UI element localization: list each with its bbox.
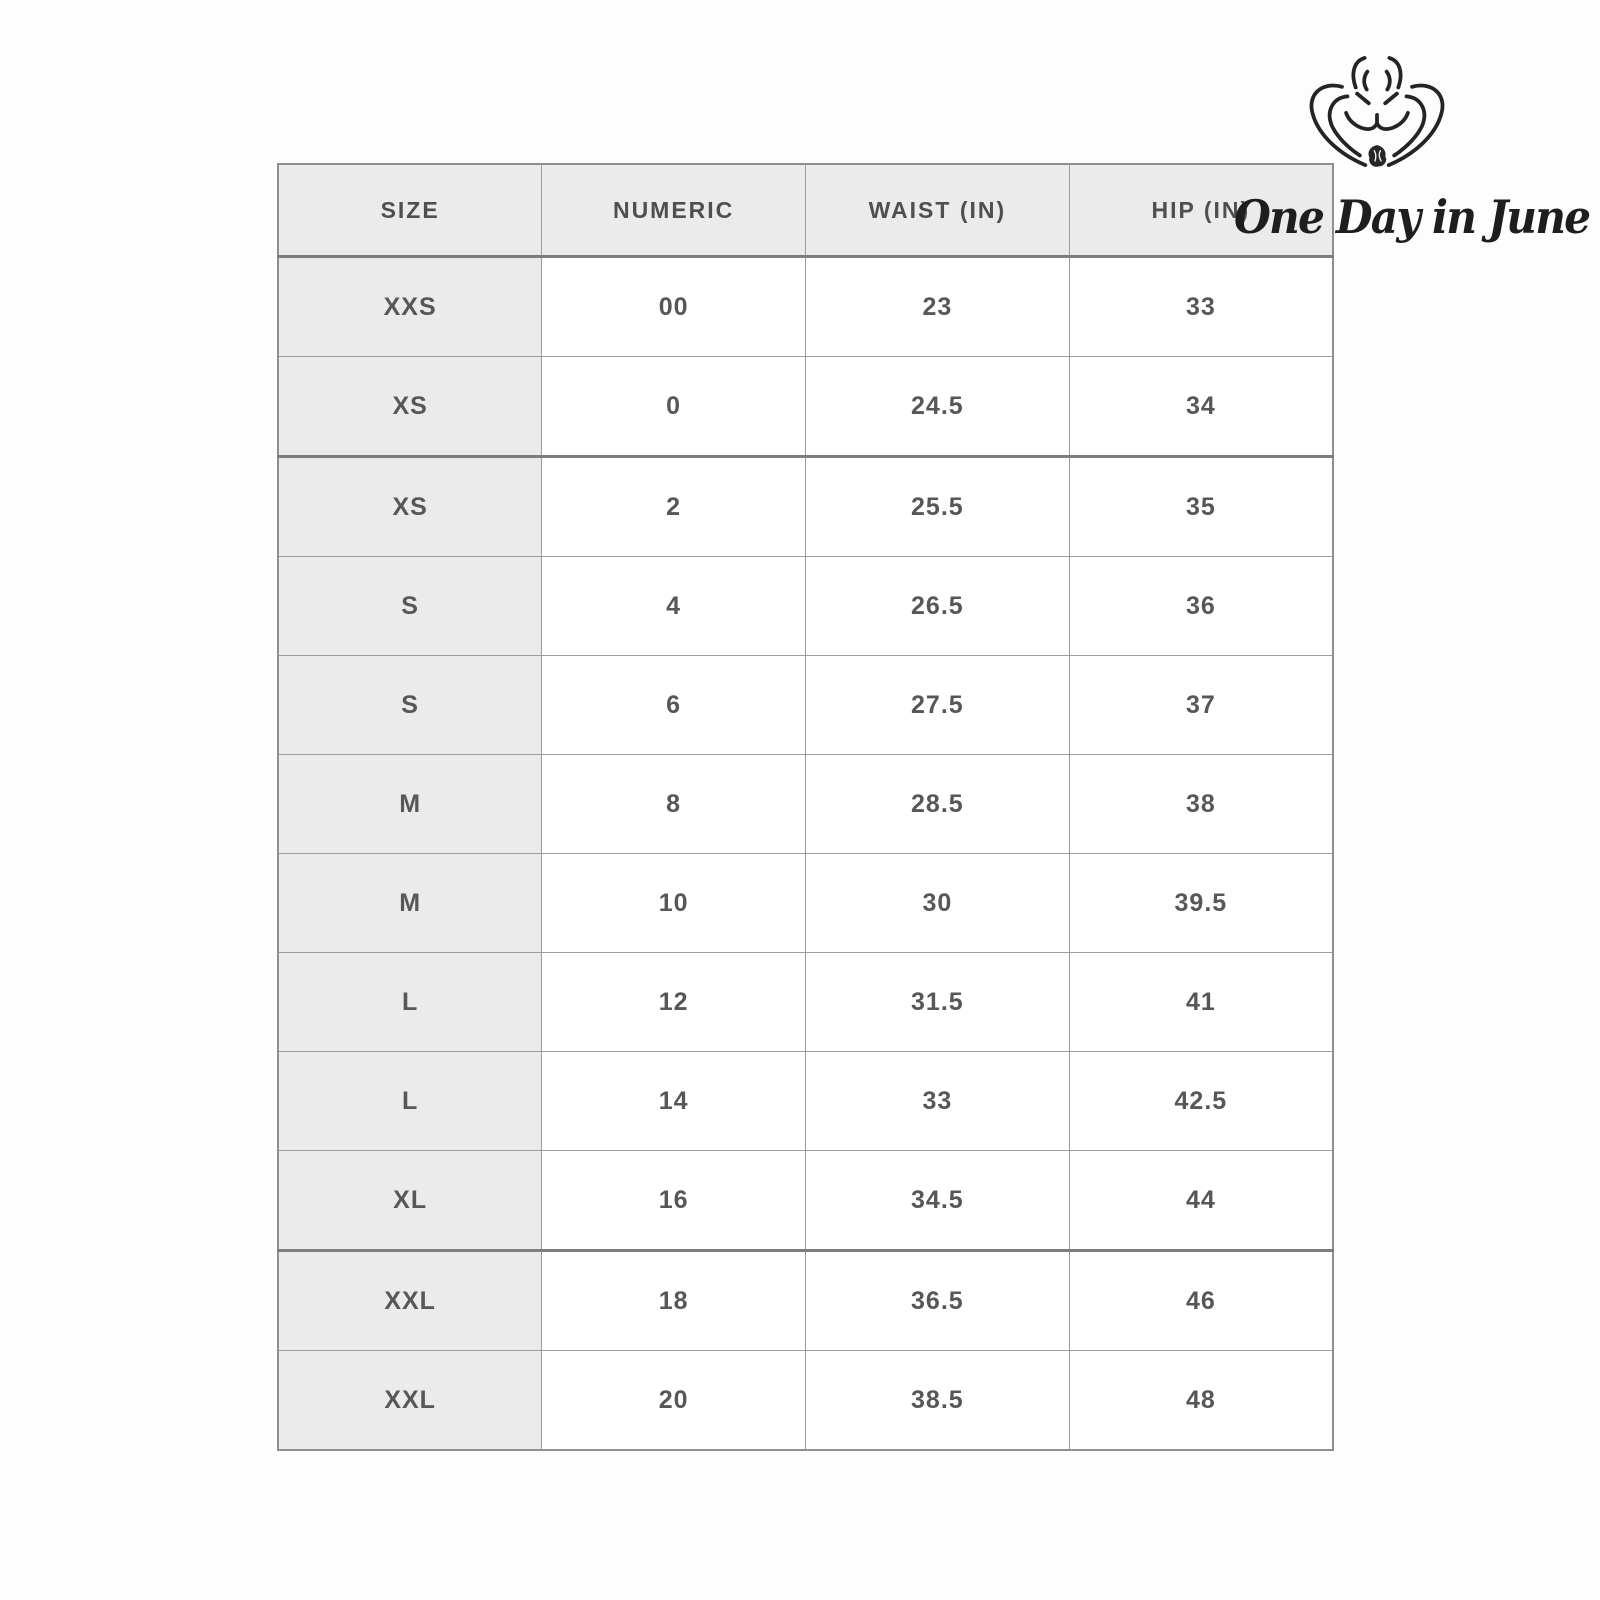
cell-hip: 42.5: [1068, 1051, 1334, 1151]
table-row: XL 16 34.5 44: [277, 1150, 1334, 1252]
cell-numeric: 12: [541, 952, 806, 1052]
cell-size: S: [277, 655, 543, 755]
cell-size: XXL: [277, 1250, 543, 1351]
table-row: XS 0 24.5 34: [277, 356, 1334, 458]
cell-numeric: 0: [541, 356, 806, 458]
table-row: XS 2 25.5 35: [277, 456, 1334, 557]
table-row: M 8 28.5 38: [277, 754, 1334, 854]
table-row: XXL 20 38.5 48: [277, 1350, 1334, 1451]
cell-hip: 35: [1068, 456, 1334, 557]
cell-size: L: [277, 952, 543, 1052]
size-chart-table: SIZE NUMERIC WAIST (IN) HIP (IN) XXS 00 …: [277, 163, 1334, 1451]
cell-size: M: [277, 853, 543, 953]
cell-hip: 38: [1068, 754, 1334, 854]
cell-waist: 27.5: [805, 655, 1070, 755]
cell-numeric: 00: [541, 256, 806, 357]
cell-waist: 23: [805, 256, 1070, 357]
cell-size: XL: [277, 1150, 543, 1252]
cell-hip: 46: [1068, 1250, 1334, 1351]
col-header-numeric: NUMERIC: [541, 163, 806, 258]
cell-numeric: 6: [541, 655, 806, 755]
col-header-hip: HIP (IN): [1068, 163, 1334, 258]
cell-numeric: 16: [541, 1150, 806, 1252]
size-chart-body: XXS 00 23 33 XS 0 24.5 34 XS 2 25.5 35 S…: [277, 256, 1334, 1451]
cell-hip: 34: [1068, 356, 1334, 458]
cell-waist: 34.5: [805, 1150, 1070, 1252]
cell-numeric: 20: [541, 1350, 806, 1451]
cell-waist: 33: [805, 1051, 1070, 1151]
table-row: L 12 31.5 41: [277, 952, 1334, 1052]
cell-size: L: [277, 1051, 543, 1151]
cell-waist: 28.5: [805, 754, 1070, 854]
cell-size: XXL: [277, 1350, 543, 1451]
cell-hip: 41: [1068, 952, 1334, 1052]
table-row: S 6 27.5 37: [277, 655, 1334, 755]
cell-hip: 37: [1068, 655, 1334, 755]
table-row: L 14 33 42.5: [277, 1051, 1334, 1151]
cell-hip: 36: [1068, 556, 1334, 656]
cell-waist: 26.5: [805, 556, 1070, 656]
cell-hip: 33: [1068, 256, 1334, 357]
col-header-waist: WAIST (IN): [805, 163, 1070, 258]
cell-numeric: 2: [541, 456, 806, 557]
cell-waist: 38.5: [805, 1350, 1070, 1451]
cell-numeric: 18: [541, 1250, 806, 1351]
table-row: S 4 26.5 36: [277, 556, 1334, 656]
cell-waist: 30: [805, 853, 1070, 953]
table-row: XXS 00 23 33: [277, 256, 1334, 357]
cell-hip: 44: [1068, 1150, 1334, 1252]
cell-numeric: 10: [541, 853, 806, 953]
cell-waist: 36.5: [805, 1250, 1070, 1351]
col-header-size: SIZE: [277, 163, 543, 258]
cell-numeric: 14: [541, 1051, 806, 1151]
cell-hip: 39.5: [1068, 853, 1334, 953]
cell-size: M: [277, 754, 543, 854]
table-row: XXL 18 36.5 46: [277, 1250, 1334, 1351]
cell-size: XS: [277, 356, 543, 458]
cell-numeric: 8: [541, 754, 806, 854]
cell-waist: 31.5: [805, 952, 1070, 1052]
cell-size: XS: [277, 456, 543, 557]
cell-size: XXS: [277, 256, 543, 357]
table-row: M 10 30 39.5: [277, 853, 1334, 953]
cell-waist: 25.5: [805, 456, 1070, 557]
cell-size: S: [277, 556, 543, 656]
cell-numeric: 4: [541, 556, 806, 656]
size-chart-header: SIZE NUMERIC WAIST (IN) HIP (IN): [277, 163, 1334, 258]
cell-hip: 48: [1068, 1350, 1334, 1451]
cell-waist: 24.5: [805, 356, 1070, 458]
header-row: SIZE NUMERIC WAIST (IN) HIP (IN): [277, 163, 1334, 258]
